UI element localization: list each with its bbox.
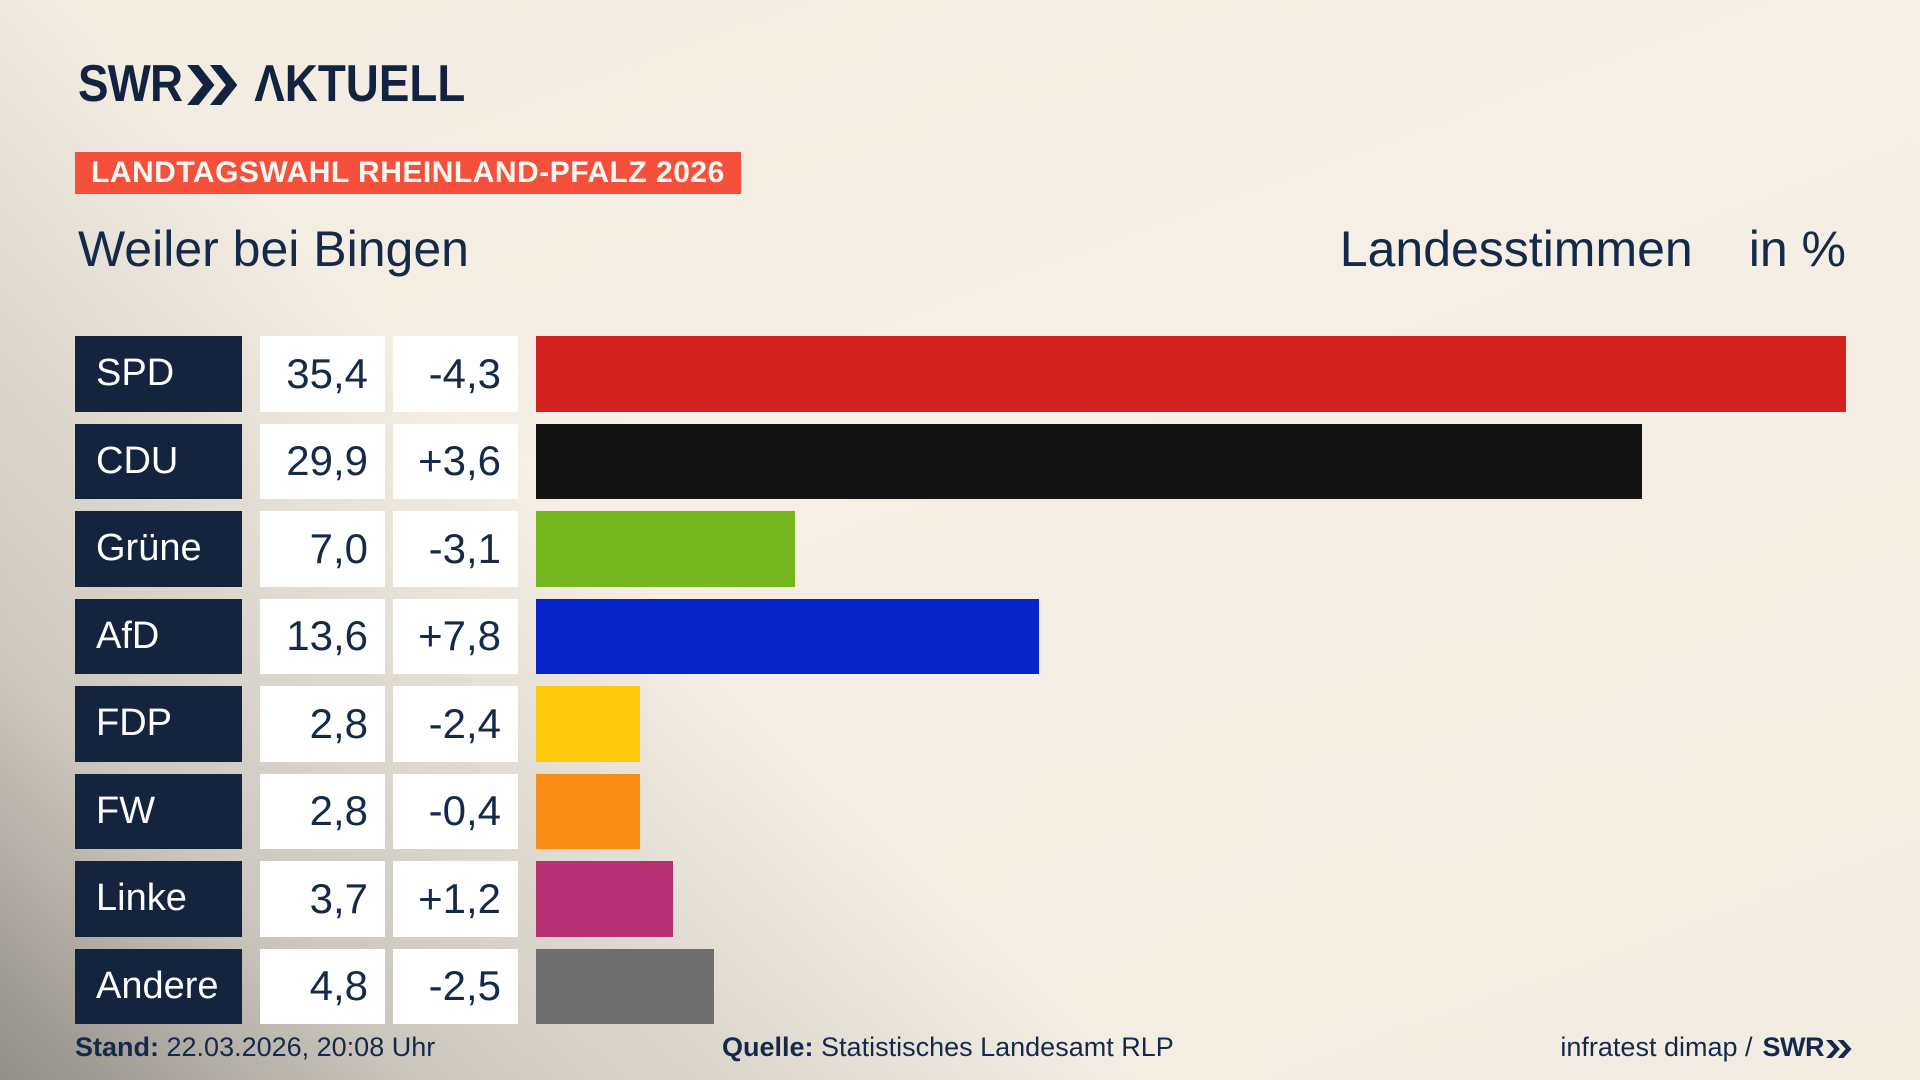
result-value: 3,7 — [260, 861, 385, 937]
swr-aktuell-logo: SWR ΛKTUELL — [78, 58, 465, 110]
result-row: CDU 29,9 +3,6 — [75, 423, 1920, 499]
party-label: FW — [75, 773, 242, 849]
stand-value: 22.03.2026, 20:08 Uhr — [166, 1032, 436, 1062]
result-row: Andere 4,8 -2,5 — [75, 948, 1920, 1024]
result-value: 2,8 — [260, 686, 385, 762]
credit-swr-text: SWR — [1762, 1032, 1825, 1062]
credit-text: infratest dimap / — [1560, 1032, 1753, 1062]
result-bar — [536, 423, 1643, 499]
party-label: AfD — [75, 598, 242, 674]
result-bar — [536, 686, 640, 762]
result-value: 29,9 — [260, 423, 385, 499]
result-bar — [536, 336, 1846, 412]
unit-label: in % — [1748, 221, 1846, 277]
result-bar — [536, 511, 795, 587]
logo-swr-text: SWR — [78, 55, 183, 113]
double-chevron-icon — [187, 65, 238, 105]
result-row: FDP 2,8 -2,4 — [75, 686, 1920, 762]
party-label: SPD — [75, 336, 242, 412]
credit-note: infratest dimap / SWR — [1560, 1032, 1852, 1063]
result-change: -2,4 — [393, 686, 518, 762]
source-value: Statistisches Landesamt RLP — [821, 1032, 1174, 1062]
party-label: Andere — [75, 948, 242, 1024]
vote-type-label: Landesstimmen — [1339, 221, 1693, 277]
result-bar — [536, 861, 673, 937]
stand-timestamp: Stand: 22.03.2026, 20:08 Uhr — [75, 1032, 435, 1063]
result-value: 13,6 — [260, 598, 385, 674]
party-label: FDP — [75, 686, 242, 762]
result-value: 4,8 — [260, 948, 385, 1024]
result-row: AfD 13,6 +7,8 — [75, 598, 1920, 674]
result-bar — [536, 773, 640, 849]
result-change: +3,6 — [393, 423, 518, 499]
party-label: Linke — [75, 861, 242, 937]
result-change: -4,3 — [393, 336, 518, 412]
result-change: -0,4 — [393, 773, 518, 849]
election-badge: LANDTAGSWAHL RHEINLAND-PFALZ 2026 — [75, 152, 741, 194]
result-row: Grüne 7,0 -3,1 — [75, 511, 1920, 587]
result-bar — [536, 948, 714, 1024]
double-chevron-small-icon — [1826, 1040, 1852, 1058]
result-change: +1,2 — [393, 861, 518, 937]
result-change: -3,1 — [393, 511, 518, 587]
footer: Stand: 22.03.2026, 20:08 Uhr Quelle: Sta… — [0, 1032, 1920, 1064]
result-row: FW 2,8 -0,4 — [75, 773, 1920, 849]
result-row: Linke 3,7 +1,2 — [75, 861, 1920, 937]
page-title-vote-type: Landesstimmen in % — [1340, 220, 1846, 278]
stand-label: Stand: — [75, 1032, 159, 1062]
result-row: SPD 35,4 -4,3 — [75, 336, 1920, 412]
party-label: Grüne — [75, 511, 242, 587]
logo-aktuell-text: ΛKTUELL — [254, 55, 466, 113]
result-change: -2,5 — [393, 948, 518, 1024]
results-bar-chart: SPD 35,4 -4,3 CDU 29,9 +3,6 Grüne 7,0 -3… — [75, 336, 1920, 1036]
result-value: 35,4 — [260, 336, 385, 412]
result-value: 2,8 — [260, 773, 385, 849]
source-label: Quelle: — [722, 1032, 814, 1062]
source-note: Quelle: Statistisches Landesamt RLP — [722, 1032, 1174, 1063]
page-title-municipality: Weiler bei Bingen — [78, 221, 469, 277]
result-value: 7,0 — [260, 511, 385, 587]
result-bar — [536, 598, 1040, 674]
result-change: +7,8 — [393, 598, 518, 674]
party-label: CDU — [75, 423, 242, 499]
